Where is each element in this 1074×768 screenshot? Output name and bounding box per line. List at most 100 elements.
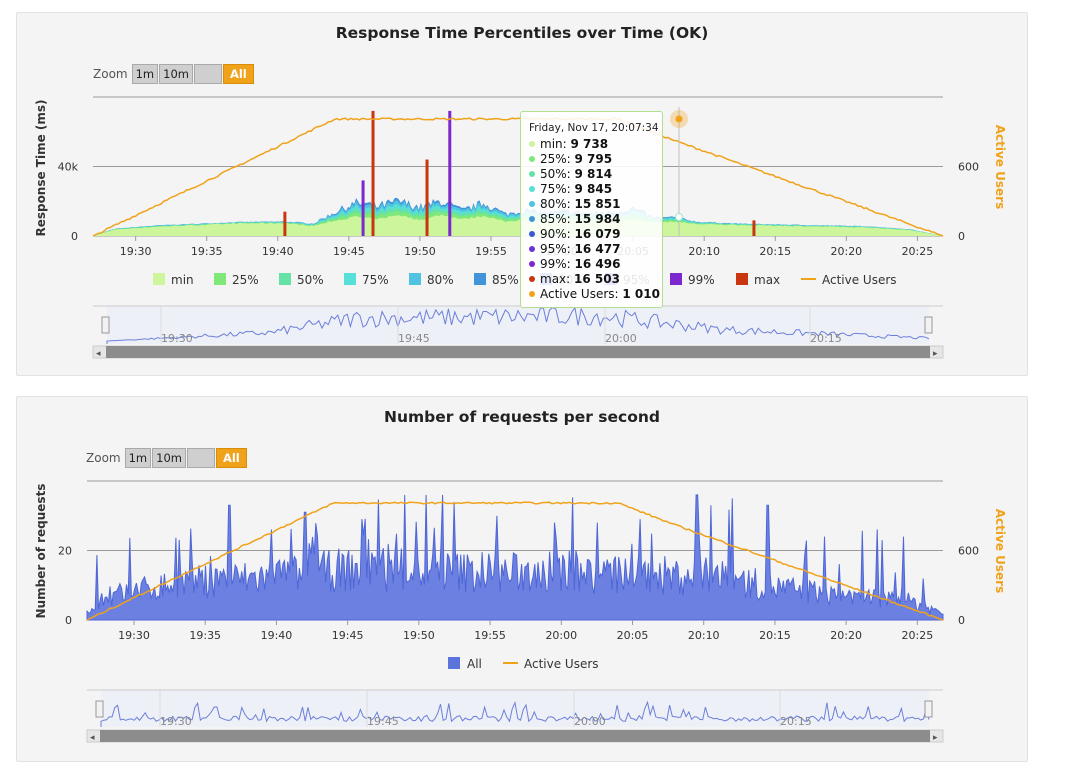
- y2-axis-title: Active Users: [993, 509, 1007, 593]
- tooltip-dot-icon: [529, 215, 535, 222]
- legend-swatch: [279, 273, 291, 285]
- scroll-right-icon[interactable]: ▸: [933, 733, 938, 743]
- tooltip-row: 99%: 16 496: [529, 257, 662, 272]
- legend-label: All: [467, 657, 482, 671]
- x-tick-label: 19:55: [475, 245, 507, 258]
- x-tick-label: 20:15: [759, 629, 791, 642]
- y2-tick-label: 600: [958, 161, 979, 174]
- tooltip-label: 75%:: [540, 182, 575, 196]
- y-axis-title: Response Time (ms): [34, 99, 48, 236]
- tooltip-label: 90%:: [540, 227, 575, 241]
- navigator-series: [100, 700, 930, 727]
- tooltip-label: 80%:: [540, 197, 575, 211]
- legend-swatch: [670, 273, 682, 285]
- tooltip-row: Active Users: 1 010: [529, 287, 662, 302]
- chart-title: Response Time Percentiles over Time (OK): [335, 24, 709, 42]
- scroll-left-icon[interactable]: ◂: [96, 349, 101, 359]
- y-axis-title: Number of requests: [34, 484, 48, 619]
- max-spike: [448, 110, 452, 236]
- legend-label: 99%: [688, 273, 715, 287]
- tooltip-dot-icon: [529, 230, 535, 237]
- navigator-bg: [107, 306, 929, 344]
- requests-area: [86, 494, 944, 621]
- tooltip-label: min:: [540, 137, 571, 151]
- tooltip-value: 16 496: [574, 257, 621, 271]
- x-tick-label: 20:25: [902, 629, 934, 642]
- hover-marker: [675, 213, 683, 221]
- y-tick-label: 0: [71, 230, 78, 243]
- tooltip-value: 1 010: [622, 287, 660, 301]
- navigator-tick-label: 20:00: [574, 715, 606, 728]
- tooltip-value: 9 845: [574, 182, 613, 196]
- scroll-left-icon[interactable]: ◂: [90, 733, 95, 743]
- tooltip-value: 16 079: [574, 227, 621, 241]
- tooltip-dot-icon: [529, 140, 535, 147]
- x-tick-label: 20:25: [902, 245, 934, 258]
- response-time-tooltip: Friday, Nov 17, 20:07:34 min: 9 738 25%: …: [520, 111, 663, 308]
- x-tick-label: 20:20: [830, 245, 862, 258]
- navigator-tick-label: 19:30: [161, 332, 193, 345]
- x-tick-label: 19:45: [332, 629, 364, 642]
- zoom-blank-button[interactable]: [186, 448, 215, 468]
- zoom-label: Zoom: [93, 67, 128, 81]
- hover-marker: [675, 115, 683, 123]
- y2-axis-title: Active Users: [993, 125, 1007, 209]
- tooltip-label: 95%:: [540, 242, 575, 256]
- x-tick-label: 20:05: [617, 629, 649, 642]
- x-tick-label: 19:40: [261, 629, 293, 642]
- tooltip-label: max:: [540, 272, 575, 286]
- legend-swatch: [448, 657, 460, 669]
- x-tick-label: 19:35: [189, 629, 221, 642]
- legend-swatch: [736, 273, 748, 285]
- legend-swatch: [409, 273, 421, 285]
- zoom-label: Zoom: [86, 451, 121, 465]
- navigator-tick-label: 19:30: [160, 715, 192, 728]
- navigator-tick-label: 19:45: [398, 332, 430, 345]
- legend-swatch: [344, 273, 356, 285]
- max-spike: [371, 110, 375, 236]
- tooltip-dot-icon: [529, 200, 535, 207]
- zoom-all-button[interactable]: All: [222, 64, 254, 84]
- zoom-1m-button[interactable]: 1m: [124, 448, 152, 468]
- navigator-bg: [101, 690, 929, 727]
- navigator-handle-right[interactable]: [924, 316, 933, 334]
- y-tick-label: 20: [58, 545, 72, 558]
- tooltip-label: 50%:: [540, 167, 575, 181]
- y2-tick-label: 0: [958, 230, 965, 243]
- tooltip-row: 75%: 9 845: [529, 182, 662, 197]
- response-time-plot: 0 40k 0 600 Response Time (ms) Active Users 19…: [34, 96, 1007, 287]
- tooltip-value: 16 503: [574, 272, 620, 286]
- legend-label: 50%: [297, 273, 324, 287]
- tooltip-dot-icon: [529, 185, 535, 192]
- y-tick-label: 0: [65, 614, 72, 627]
- max-spike: [283, 211, 287, 236]
- zoom-all-button[interactable]: All: [215, 448, 247, 468]
- legend-label: 25%: [232, 273, 259, 287]
- x-tick-label: 19:45: [333, 245, 365, 258]
- zoom-10m-button[interactable]: 10m: [152, 448, 186, 468]
- y-tick-label: 40k: [58, 161, 79, 174]
- tooltip-row: 80%: 15 851: [529, 197, 662, 212]
- navigator-handle-left[interactable]: [95, 700, 104, 718]
- scroll-right-icon[interactable]: ▸: [933, 349, 938, 359]
- navigator: 19:30 19:45 20:00 20:15 ◂ ▸: [92, 305, 944, 359]
- x-tick-label: 20:15: [759, 245, 791, 258]
- tooltip-row: 95%: 16 477: [529, 242, 662, 257]
- tooltip-row: 25%: 9 795: [529, 152, 662, 167]
- tooltip-row: min: 9 738: [529, 137, 662, 152]
- legend-label: max: [754, 273, 780, 287]
- legend-swatch: [214, 273, 226, 285]
- zoom-1m-button[interactable]: 1m: [131, 64, 159, 84]
- zoom-blank-button[interactable]: [193, 64, 222, 84]
- legend-swatch: [153, 273, 165, 285]
- navigator-handle-left[interactable]: [101, 316, 110, 334]
- x-tick-label: 20:10: [688, 629, 720, 642]
- x-tick-label: 19:50: [403, 629, 435, 642]
- zoom-10m-button[interactable]: 10m: [159, 64, 193, 84]
- x-tick-label: 19:30: [120, 245, 152, 258]
- legend-label: min: [171, 273, 194, 287]
- scrollbar-thumb[interactable]: [100, 730, 930, 742]
- navigator-handle-right[interactable]: [924, 700, 933, 718]
- navigator-tick-label: 20:15: [780, 715, 812, 728]
- scrollbar-thumb[interactable]: [106, 346, 930, 358]
